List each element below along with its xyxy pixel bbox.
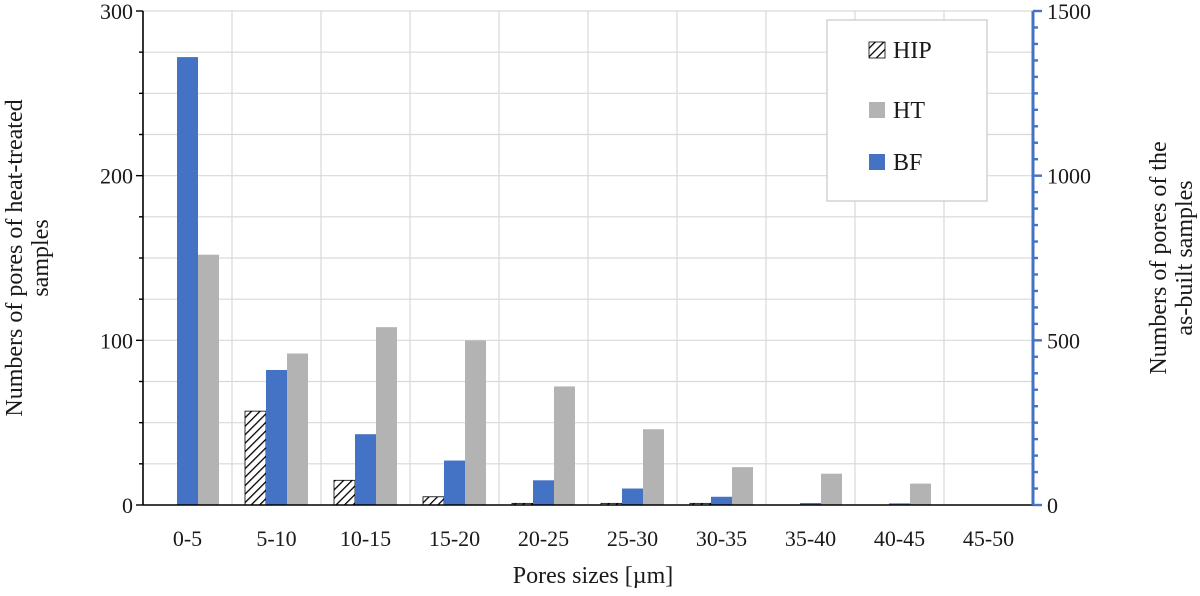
bar-ht-20-25 (554, 386, 575, 505)
x-tick-label-0-5: 0-5 (173, 526, 202, 551)
bar-ht-10-15 (376, 327, 397, 505)
x-tick-label-30-35: 30-35 (696, 526, 747, 551)
bar-ht-5-10 (287, 353, 308, 505)
tick-labels: 0 100 200 300 0 500 1000 1500 0-5 5-10 10-15 15-20 2… (100, 0, 1091, 551)
y-axis-title-left-line1: Numbers of pores of heat-treated (2, 99, 28, 416)
bar-bf-35-40 (800, 503, 821, 505)
bar-bf-25-30 (622, 488, 643, 505)
y-right-tick-label: 1000 (1047, 164, 1091, 189)
bar-bf-0-5 (177, 57, 198, 506)
y-axis-title-left-line2: samples (28, 219, 54, 296)
legend-label-bf: BF (893, 150, 922, 176)
legend-swatch-ht (869, 102, 885, 118)
bar-ht-35-40 (821, 473, 842, 505)
bar-hip-5-10 (244, 410, 267, 506)
y-right-tick-label: 1500 (1047, 0, 1091, 24)
legend-swatch-hip (868, 41, 886, 59)
axes (136, 9, 1042, 507)
y-axis-title-right-line2: as-built samples (1172, 180, 1198, 335)
y-axis-title-right-line1: Numbers of pores of the (1146, 141, 1172, 374)
bar-ht-15-20 (465, 340, 486, 505)
gridlines (143, 10, 1033, 505)
x-tick-label-10-15: 10-15 (340, 526, 391, 551)
legend-label-ht: HT (893, 98, 925, 124)
bar-bf-20-25 (533, 480, 554, 505)
legend-label-hip: HIP (893, 38, 932, 64)
x-tick-label-45-50: 45-50 (963, 526, 1014, 551)
y-axis-title-left: Numbers of pores of heat-treated samples (2, 99, 54, 416)
bar-ht-40-45 (910, 483, 931, 505)
bar-bf-40-45 (889, 503, 910, 505)
bar-ht-25-30 (643, 429, 664, 505)
y-left-tick-label: 0 (122, 493, 133, 518)
bar-bf-30-35 (711, 496, 732, 505)
y-left-tick-label: 300 (100, 0, 133, 24)
bar-bf-15-20 (444, 460, 465, 505)
bar-ht-30-35 (732, 467, 753, 505)
y-left-tick-label: 200 (100, 164, 133, 189)
x-tick-label-40-45: 40-45 (874, 526, 925, 551)
x-tick-label-25-30: 25-30 (607, 526, 658, 551)
x-tick-label-5-10: 5-10 (256, 526, 296, 551)
x-tick-label-15-20: 15-20 (429, 526, 480, 551)
x-axis-title: Pores sizes [µm] (513, 563, 673, 589)
x-tick-label-20-25: 20-25 (518, 526, 569, 551)
bars (177, 57, 931, 506)
bar-bf-10-15 (355, 434, 376, 505)
bar-hip-15-20 (422, 496, 445, 506)
y-right-tick-label: 0 (1047, 493, 1058, 518)
legend-swatch-bf (869, 154, 885, 170)
y-axis-title-right: Numbers of pores of the as-built samples (1146, 141, 1198, 374)
bar-hip-10-15 (333, 479, 356, 506)
legend: HIP HT BF (826, 19, 988, 202)
bar-ht-0-5 (198, 254, 219, 505)
bar-bf-5-10 (266, 369, 287, 505)
y-left-tick-label: 100 (100, 328, 133, 353)
y-right-tick-label: 500 (1047, 328, 1080, 353)
legend-box (826, 19, 988, 202)
x-tick-label-35-40: 35-40 (785, 526, 836, 551)
